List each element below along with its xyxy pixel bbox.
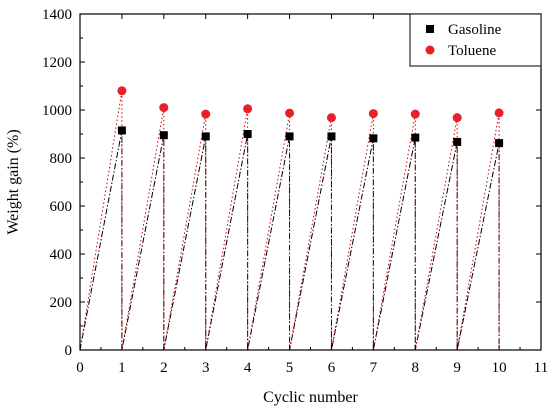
- data-point-toluene: [243, 104, 253, 114]
- data-point-toluene: [285, 108, 295, 118]
- data-point-toluene: [494, 108, 504, 118]
- data-point-gasoline: [117, 126, 126, 135]
- data-point-gasoline: [327, 132, 336, 141]
- data-point-gasoline: [243, 130, 252, 138]
- data-point-gasoline: [453, 137, 462, 146]
- y-tick-label: 1400: [42, 7, 72, 23]
- y-tick-label: 600: [50, 199, 73, 215]
- series-lines: [79, 90, 500, 351]
- x-tick-label: 11: [534, 360, 548, 376]
- y-tick-label: 800: [50, 151, 73, 167]
- x-tick-label: 8: [412, 360, 420, 376]
- x-tick-label: 6: [328, 360, 336, 376]
- data-point-gasoline: [201, 132, 210, 141]
- y-tick-label: 1000: [42, 103, 72, 119]
- series-markers: [117, 86, 504, 148]
- data-point-gasoline: [159, 131, 168, 140]
- y-tick-label: 0: [65, 343, 73, 359]
- x-tick-label: 5: [286, 360, 294, 376]
- legend-items: Gasoline Toluene: [425, 22, 502, 59]
- data-point-toluene: [368, 109, 378, 119]
- x-tick-label: 0: [76, 360, 84, 376]
- x-tick-label: 1: [118, 360, 126, 376]
- x-tick-label: 3: [202, 360, 210, 376]
- y-tick-label: 400: [50, 247, 73, 263]
- x-axis-title: Cyclic number: [263, 389, 358, 406]
- data-point-toluene: [201, 109, 211, 119]
- legend-marker-gasoline: [426, 25, 434, 33]
- y-axis-title: Weight gain (%): [5, 129, 22, 234]
- data-point-toluene: [117, 86, 127, 96]
- legend-label-toluene: Toluene: [448, 43, 496, 59]
- x-tick-labels: 0 1 2 3 4 5 6 7 8 9 10 11: [76, 360, 548, 376]
- data-point-toluene: [159, 103, 169, 113]
- x-tick-label: 9: [453, 360, 461, 376]
- x-tick-label: 4: [244, 360, 252, 376]
- y-tick-labels: 0 200 400 600 800 1000 1200 1400: [42, 7, 72, 359]
- x-tick-label: 10: [492, 360, 507, 376]
- data-point-toluene: [410, 109, 420, 119]
- y-tick-label: 200: [50, 295, 73, 311]
- data-point-gasoline: [285, 132, 294, 141]
- y-tick-label: 1200: [42, 55, 72, 71]
- legend: Gasoline Toluene: [409, 13, 542, 67]
- data-point-gasoline: [411, 133, 420, 142]
- data-point-toluene: [326, 113, 336, 123]
- data-point-gasoline: [369, 134, 378, 143]
- data-point-gasoline: [495, 139, 504, 148]
- legend-label-gasoline: Gasoline: [448, 22, 502, 38]
- legend-marker-toluene: [425, 45, 435, 55]
- x-tick-label: 2: [160, 360, 168, 376]
- x-tick-label: 7: [370, 360, 378, 376]
- legend-box: [409, 13, 542, 67]
- data-point-toluene: [452, 113, 462, 123]
